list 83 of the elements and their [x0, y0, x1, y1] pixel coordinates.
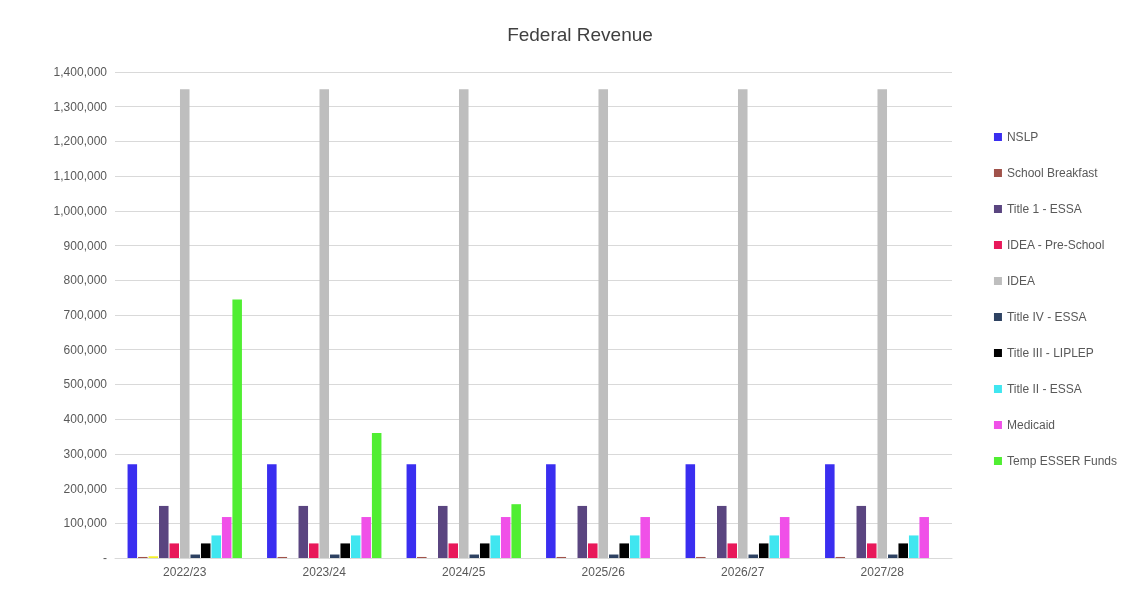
bar	[769, 535, 779, 558]
bar	[190, 554, 200, 558]
y-tick-label: 100,000	[63, 516, 108, 531]
y-tick-label: 300,000	[63, 446, 108, 461]
bar	[438, 505, 448, 558]
legend-label: Title 1 - ESSA	[1006, 202, 1082, 216]
bar	[127, 464, 138, 558]
legend-label: IDEA - Pre-School	[1006, 238, 1105, 252]
chart-title: Federal Revenue	[507, 24, 653, 45]
bar	[490, 535, 500, 558]
bar	[877, 89, 888, 558]
bar	[598, 89, 609, 558]
bar	[856, 505, 867, 558]
bar	[200, 543, 211, 558]
bar	[479, 543, 490, 558]
bar	[350, 535, 361, 558]
bar	[748, 554, 758, 558]
bar	[717, 505, 727, 558]
legend-label: School Breakfast	[1006, 166, 1099, 180]
legend-label: Temp ESSER Funds	[1006, 454, 1117, 468]
x-tick-label: 2025/26	[581, 565, 626, 579]
legend-label: Medicaid	[1006, 418, 1055, 432]
bar	[727, 543, 738, 558]
bar	[737, 89, 748, 558]
bar	[309, 543, 319, 558]
x-tick-label: 2024/25	[442, 565, 486, 579]
bar	[221, 517, 232, 558]
bar	[779, 517, 790, 558]
legend-label: NSLP	[1006, 130, 1039, 144]
legend-label: Title II - ESSA	[1006, 382, 1082, 396]
bar	[406, 464, 417, 558]
bar	[546, 464, 556, 558]
bar	[319, 89, 330, 558]
bar	[159, 505, 169, 558]
bar	[211, 535, 221, 558]
y-tick-label: 500,000	[63, 377, 108, 392]
bar	[371, 433, 382, 558]
bar	[640, 517, 650, 558]
x-tick-label: 2026/27	[721, 565, 765, 579]
bar	[867, 543, 877, 558]
bar	[500, 517, 511, 558]
bar	[232, 299, 242, 558]
y-tick-label: 200,000	[63, 481, 108, 496]
bar	[361, 517, 371, 558]
bar	[685, 464, 696, 558]
y-tick-label: 900,000	[63, 238, 108, 253]
y-tick-label: 1,100,000	[53, 169, 108, 184]
bar	[898, 543, 908, 558]
bar	[887, 554, 898, 558]
bar	[298, 505, 309, 558]
bar	[458, 89, 469, 558]
bar	[619, 543, 629, 558]
y-tick-label: 1,000,000	[53, 203, 108, 218]
bar	[758, 543, 769, 558]
bar	[448, 543, 459, 558]
bar	[908, 535, 919, 558]
bar	[169, 543, 180, 558]
legend-label: IDEA	[1006, 274, 1035, 288]
y-tick-label: 700,000	[63, 308, 108, 322]
bar	[267, 464, 277, 558]
y-tick-label: 400,000	[63, 412, 108, 427]
bar	[511, 504, 521, 558]
y-tick-label: 1,300,000	[53, 99, 108, 114]
y-tick-label: 1,400,000	[53, 65, 108, 79]
bar	[179, 89, 190, 558]
bar	[588, 543, 598, 558]
y-tick-label: 600,000	[63, 342, 108, 357]
bar	[577, 505, 588, 558]
y-tick-label: 1,200,000	[53, 134, 108, 149]
bar	[340, 543, 350, 558]
legend-label: Title III - LIPLEP	[1006, 346, 1094, 360]
x-tick-label: 2023/24	[302, 565, 347, 579]
bar	[329, 554, 340, 558]
bar	[919, 517, 929, 558]
legend-label: Title IV - ESSA	[1006, 310, 1087, 324]
x-tick-label: 2027/28	[860, 565, 905, 579]
bar	[469, 554, 479, 558]
y-tick-label: 800,000	[63, 273, 108, 288]
x-tick-label: 2022/23	[163, 565, 207, 579]
y-tick-label: -	[103, 551, 107, 565]
bar	[629, 535, 640, 558]
bar	[608, 554, 619, 558]
bar	[825, 464, 835, 558]
